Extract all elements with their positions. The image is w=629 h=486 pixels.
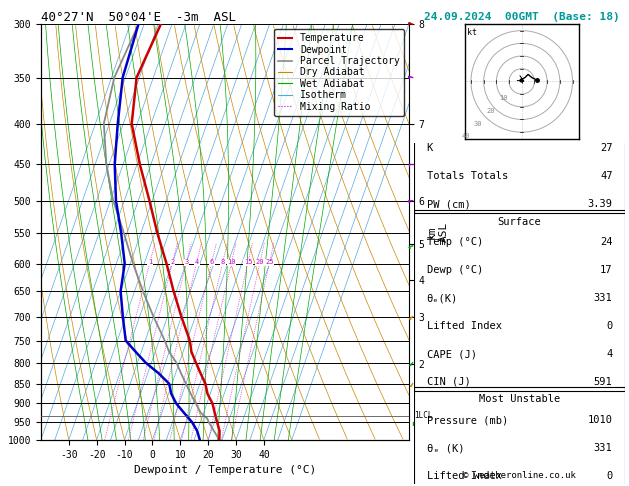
Text: 1010: 1010 <box>587 415 613 425</box>
Text: 0: 0 <box>606 471 613 481</box>
Text: CIN (J): CIN (J) <box>426 377 470 387</box>
Text: 591: 591 <box>594 377 613 387</box>
Text: PW (cm): PW (cm) <box>426 199 470 209</box>
Text: © weatheronline.co.uk: © weatheronline.co.uk <box>463 471 576 480</box>
Text: 1LCL: 1LCL <box>415 411 433 420</box>
Y-axis label: km
ASL: km ASL <box>427 222 449 242</box>
Text: 24: 24 <box>600 238 613 247</box>
Text: 10: 10 <box>499 95 508 102</box>
Bar <box>414 137 625 213</box>
Text: 4: 4 <box>194 260 199 265</box>
Text: 17: 17 <box>600 265 613 276</box>
Text: Lifted Index: Lifted Index <box>426 471 501 481</box>
Text: 15: 15 <box>243 260 252 265</box>
Text: θₑ(K): θₑ(K) <box>426 293 458 303</box>
Text: 1: 1 <box>148 260 152 265</box>
Text: θₑ (K): θₑ (K) <box>426 443 464 453</box>
Text: 30: 30 <box>474 121 482 127</box>
Text: CAPE (J): CAPE (J) <box>426 349 477 359</box>
X-axis label: Dewpoint / Temperature (°C): Dewpoint / Temperature (°C) <box>134 465 316 475</box>
Text: 40: 40 <box>461 134 470 139</box>
Text: 331: 331 <box>594 293 613 303</box>
Text: 27: 27 <box>600 143 613 154</box>
Text: Most Unstable: Most Unstable <box>479 394 560 404</box>
Legend: Temperature, Dewpoint, Parcel Trajectory, Dry Adiabat, Wet Adiabat, Isotherm, Mi: Temperature, Dewpoint, Parcel Trajectory… <box>274 29 404 116</box>
Text: 0: 0 <box>606 321 613 331</box>
Text: 10: 10 <box>227 260 236 265</box>
Text: Totals Totals: Totals Totals <box>426 171 508 181</box>
Text: 40°27'N  50°04'E  -3m  ASL: 40°27'N 50°04'E -3m ASL <box>41 11 236 24</box>
Text: 20: 20 <box>487 108 495 114</box>
Text: 331: 331 <box>594 443 613 453</box>
Bar <box>414 210 625 391</box>
Text: 8: 8 <box>221 260 225 265</box>
Text: Surface: Surface <box>498 217 542 226</box>
Text: 6: 6 <box>209 260 214 265</box>
Text: 4: 4 <box>606 349 613 359</box>
Y-axis label: hPa: hPa <box>0 222 2 242</box>
Text: Pressure (mb): Pressure (mb) <box>426 415 508 425</box>
Text: 25: 25 <box>265 260 274 265</box>
Text: kt: kt <box>467 28 477 37</box>
Text: Lifted Index: Lifted Index <box>426 321 501 331</box>
Text: 24.09.2024  00GMT  (Base: 18): 24.09.2024 00GMT (Base: 18) <box>424 12 620 22</box>
Text: 47: 47 <box>600 171 613 181</box>
Text: 3.39: 3.39 <box>587 199 613 209</box>
Text: 2: 2 <box>170 260 175 265</box>
Bar <box>414 387 625 486</box>
Text: K: K <box>426 143 433 154</box>
Text: Dewp (°C): Dewp (°C) <box>426 265 483 276</box>
Text: 3: 3 <box>184 260 189 265</box>
Text: Temp (°C): Temp (°C) <box>426 238 483 247</box>
Text: 20: 20 <box>256 260 264 265</box>
